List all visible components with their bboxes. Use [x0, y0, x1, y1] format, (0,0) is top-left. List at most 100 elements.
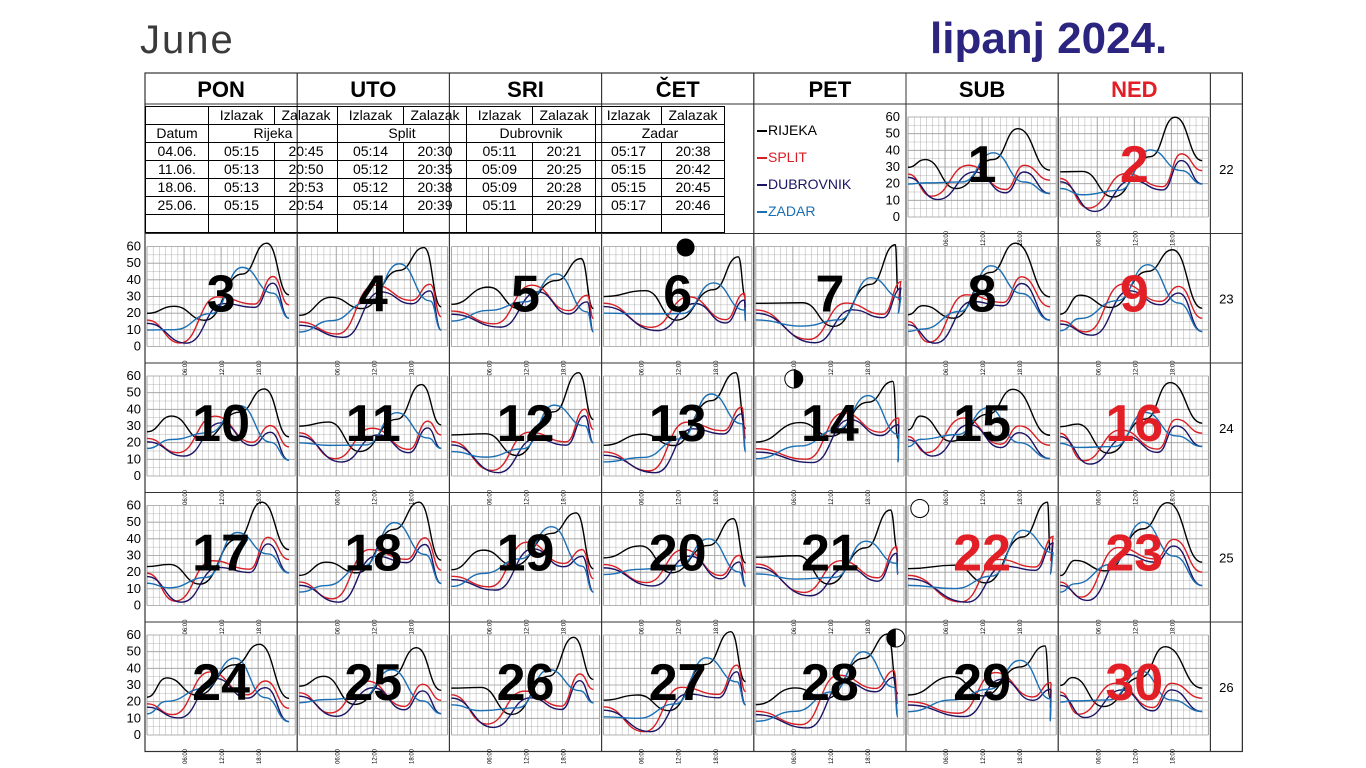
- y-tick-label: 40: [127, 660, 141, 675]
- tide-line-zadar: [603, 538, 746, 587]
- x-tick-label: 06:00: [640, 489, 646, 505]
- y-tick-label: 50: [127, 255, 141, 270]
- sun-table-cell: 18.06.: [145, 178, 209, 197]
- tide-line-zadar: [451, 668, 594, 712]
- tide-line-split: [755, 545, 899, 594]
- weekday-header-sri: SRI: [507, 77, 544, 102]
- sunrise-sunset-table: Izlazak Zalazak Izlazak Zalazak Izlazak …: [145, 106, 725, 233]
- day-cell-20: 06:00 12:00 18:00 20: [603, 505, 753, 635]
- sun-table-datum-label: Datum: [145, 124, 209, 143]
- x-tick-label: 12:00: [677, 360, 683, 376]
- y-tick-label: 30: [127, 289, 141, 304]
- day-cell-2: 06:00 12:00 18:00 2: [1059, 116, 1209, 246]
- sun-table-cell: Zalazak: [403, 106, 467, 125]
- tide-line-dubrovnik: [299, 543, 442, 603]
- sun-table-cell: 05:13: [208, 178, 275, 197]
- sun-table-cell: Izlazak: [595, 106, 662, 125]
- x-tick-label: 12:00: [525, 360, 531, 376]
- day-cell-21: 06:00 12:00 18:00 21: [755, 505, 905, 635]
- tide-line-zadar: [299, 263, 442, 333]
- day-number: 16: [1105, 395, 1163, 453]
- x-tick-label: 12:00: [677, 748, 683, 764]
- weekday-header-uto: UTO: [350, 77, 396, 102]
- day-cell-15: 06:00 12:00 18:00 15: [907, 375, 1057, 505]
- week-number: 23: [1219, 291, 1233, 306]
- tide-line-split: [755, 670, 899, 726]
- x-tick-label: 12:00: [1133, 619, 1139, 635]
- x-tick-label: 12:00: [372, 619, 378, 635]
- day-number: 27: [649, 654, 707, 712]
- tide-line-zadar: [907, 529, 1055, 590]
- sun-table-cell: 25.06.: [145, 196, 209, 215]
- tide-line-zadar: [603, 282, 747, 322]
- day-cell-8: 06:00 12:00 18:00 8: [907, 242, 1057, 376]
- day-number: 12: [497, 395, 555, 453]
- tide-line-zadar: [907, 152, 1051, 195]
- x-tick-label: 12:00: [220, 619, 226, 635]
- sun-table-cell: 05:15: [595, 160, 662, 179]
- tide-line-split: [299, 680, 442, 714]
- day-number: 6: [663, 266, 692, 324]
- x-tick-label: 12:00: [1133, 360, 1139, 376]
- day-number: 26: [497, 654, 555, 712]
- sun-table-cell: Zalazak: [661, 106, 725, 125]
- y-tick-label: 10: [127, 322, 141, 337]
- tide-line-split: [1060, 538, 1203, 598]
- sun-table-cell: 20:45: [274, 142, 338, 161]
- x-tick-label: 06:00: [1096, 619, 1102, 635]
- weekday-header-čet: ČET: [656, 77, 701, 102]
- day-number: 10: [192, 395, 250, 453]
- sun-table-empty-row: [145, 214, 725, 233]
- tide-line-zadar: [451, 273, 595, 333]
- x-tick-label: 12:00: [525, 489, 531, 505]
- tide-line-zadar: [603, 393, 747, 463]
- tide-line-split: [907, 671, 1052, 714]
- sun-table-cell: Zalazak: [274, 106, 338, 125]
- x-tick-label: 18:00: [257, 619, 263, 635]
- day-cell-19: 06:00 12:00 18:00 19: [450, 505, 601, 635]
- x-tick-label: 06:00: [335, 748, 341, 764]
- x-tick-label: 06:00: [944, 230, 950, 246]
- legend-item-rijeka: RIJEKA: [757, 120, 851, 147]
- y-tick-label: 40: [127, 401, 141, 416]
- tide-line-dubrovnik: [1060, 159, 1203, 213]
- tide-line-split: [146, 275, 290, 344]
- y-tick-label: 50: [886, 126, 900, 141]
- tide-line-dubrovnik: [1060, 425, 1203, 465]
- sun-table-cell: 05:11: [466, 196, 533, 215]
- x-tick-label: 18:00: [409, 360, 415, 376]
- x-tick-label: 18:00: [714, 748, 720, 764]
- tide-line-zadar: [299, 669, 442, 715]
- tide-line-zadar: [1060, 670, 1203, 713]
- x-tick-label: 06:00: [1096, 748, 1102, 764]
- sun-table-city: Rijeka: [208, 124, 338, 143]
- day-number: 9: [1120, 266, 1149, 324]
- sun-table-cell: 05:13: [208, 160, 275, 179]
- tide-line-split: [299, 537, 442, 600]
- x-tick-label: 12:00: [1133, 489, 1139, 505]
- sun-table-cell: 20:29: [532, 196, 596, 215]
- y-tick-label: 50: [127, 385, 141, 400]
- sun-table-cell: 20:35: [403, 160, 467, 179]
- tide-line-zadar: [146, 266, 290, 331]
- tide-line-dubrovnik: [299, 290, 442, 339]
- y-tick-label: 0: [893, 209, 900, 224]
- sun-table-row: 04.06. 05:15 20:45 05:14 20:30 05:11 20:21 05:1…: [145, 142, 725, 161]
- y-tick-label: 60: [127, 368, 141, 383]
- sun-table-row: 11.06. 05:13 20:50 05:12 20:35 05:09 20:25 05:1…: [145, 160, 725, 179]
- day-cell-25: 06:00 12:00 18:00 25: [298, 634, 448, 764]
- x-tick-label: 12:00: [981, 489, 987, 505]
- x-tick-label: 06:00: [183, 360, 189, 376]
- tide-line-dubrovnik: [755, 287, 903, 344]
- day-number: 4: [359, 266, 388, 324]
- y-tick-label: 30: [127, 677, 141, 692]
- sun-table-city: Dubrovnik: [466, 124, 596, 143]
- sun-table-cell: 20:42: [661, 160, 725, 179]
- tide-line-split: [146, 671, 290, 716]
- day-cell-29: 06:00 12:00 18:00 29: [907, 634, 1057, 764]
- x-tick-label: 18:00: [714, 360, 720, 376]
- day-number: 11: [346, 395, 401, 453]
- x-tick-label: 18:00: [257, 489, 263, 505]
- x-tick-label: 18:00: [257, 360, 263, 376]
